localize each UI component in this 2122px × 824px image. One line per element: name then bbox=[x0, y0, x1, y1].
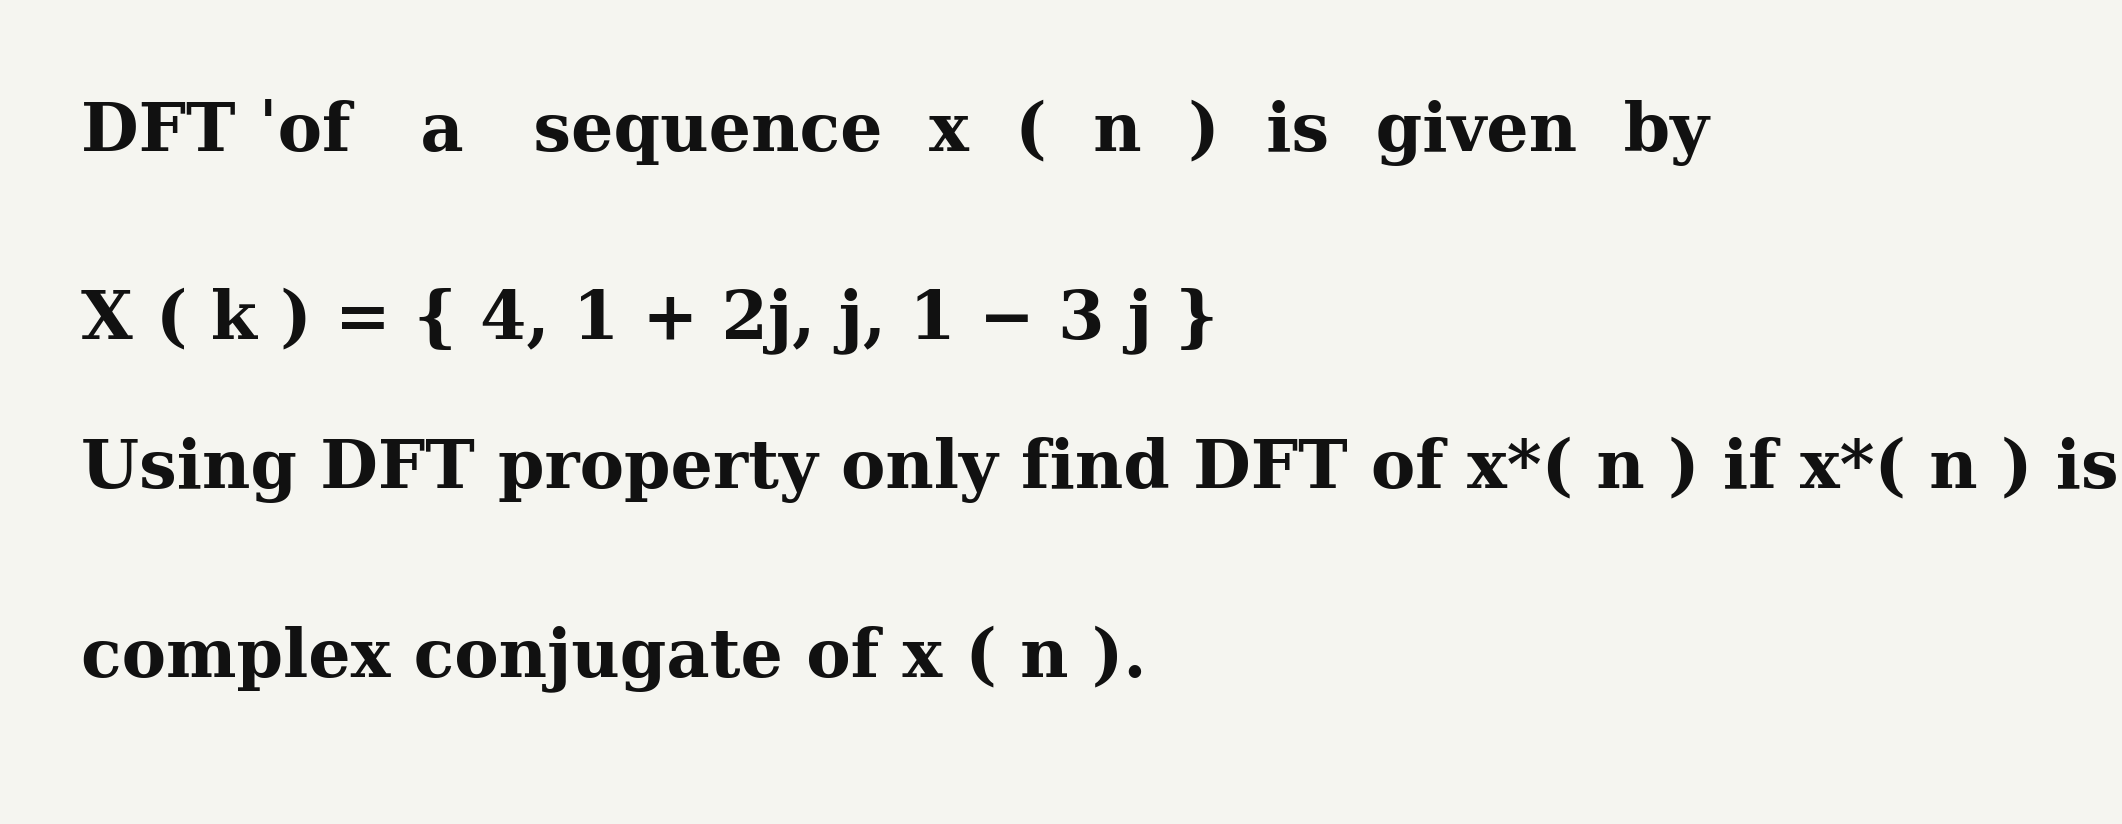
Text: DFT ˈof   a   sequence  x  (  n  )  is  given  by: DFT ˈof a sequence x ( n ) is given by bbox=[81, 99, 1708, 166]
Text: Using DFT property only find DFT of x*( n ) if x*( n ) is: Using DFT property only find DFT of x*( … bbox=[81, 437, 2118, 503]
Text: X ( k ) = { 4, 1 + 2j, j, 1 − 3 j }: X ( k ) = { 4, 1 + 2j, j, 1 − 3 j } bbox=[81, 288, 1218, 355]
Text: complex conjugate of x ( n ).: complex conjugate of x ( n ). bbox=[81, 626, 1146, 693]
